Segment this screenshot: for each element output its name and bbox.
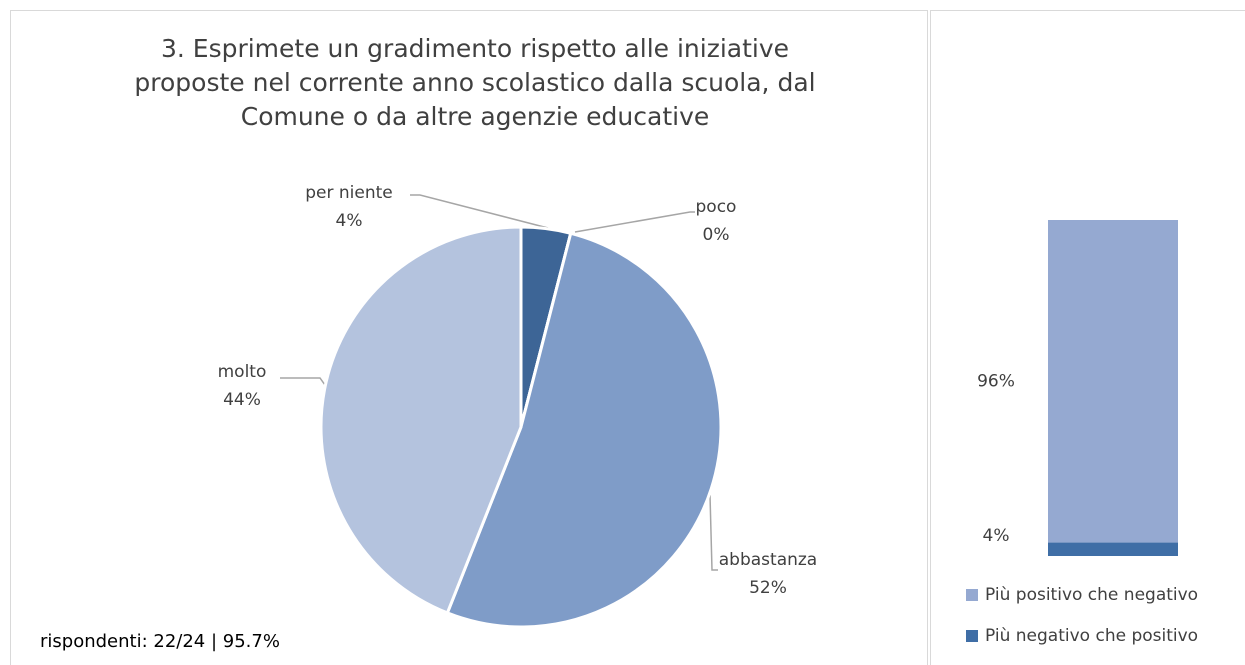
slice-label: poco xyxy=(696,197,737,217)
pie-panel xyxy=(10,10,928,665)
legend-swatch xyxy=(966,630,978,642)
annotation: rispondenti: 22/24 | 95.7% xyxy=(40,631,280,652)
slice-value-label: 52% xyxy=(749,578,787,598)
legend-label: Più negativo che positivo xyxy=(985,626,1198,646)
slice-label: abbastanza xyxy=(719,550,817,570)
legend-label: Più positivo che negativo xyxy=(985,585,1198,605)
legend-swatch xyxy=(966,589,978,601)
slice-value-label: 0% xyxy=(703,225,730,245)
slice-label: per niente xyxy=(305,183,393,203)
pie-slice xyxy=(319,225,523,615)
bar-segment xyxy=(1048,542,1178,556)
pie-slice xyxy=(445,231,723,629)
bar-segment xyxy=(1048,220,1178,543)
bar-value-label: 96% xyxy=(977,371,1015,391)
leader-lines xyxy=(280,194,718,571)
bar-value-label: 4% xyxy=(983,526,1010,546)
slice-label: molto xyxy=(218,362,267,382)
slice-value-label: 4% xyxy=(336,211,363,231)
bar-panel xyxy=(930,10,1245,665)
chart-title: 3. Esprimete un gradimento rispetto alle… xyxy=(134,34,816,131)
slice-value-label: 44% xyxy=(223,390,261,410)
